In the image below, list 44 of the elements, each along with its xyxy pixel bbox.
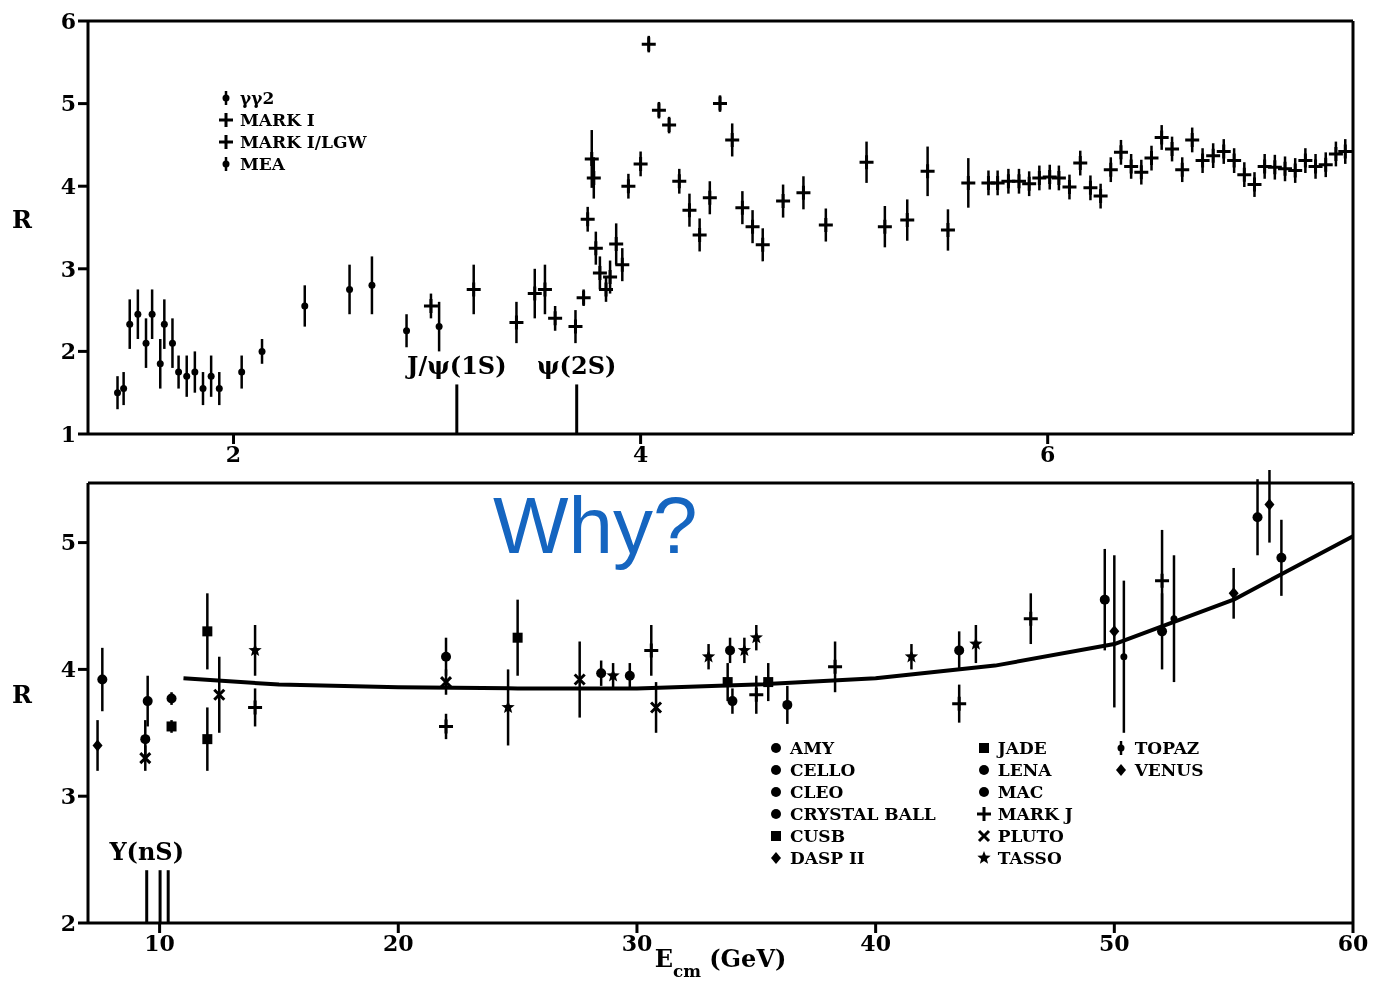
legend-label: γγ2: [240, 88, 275, 108]
legend-label: CRYSTAL BALL: [790, 804, 936, 824]
x-tick-label: 50: [1099, 929, 1130, 956]
ref-line-label: ψ(2S): [537, 351, 617, 381]
legend-label: TASSO: [997, 848, 1062, 868]
y-tick-label: 3: [60, 255, 76, 282]
y-tick-label: 2: [60, 338, 76, 365]
y-tick-label: 4: [60, 656, 76, 683]
legend-label: CUSB: [790, 826, 846, 846]
legend-label: DASP II: [790, 848, 865, 868]
y-tick-label: 5: [60, 90, 76, 117]
ref-line-label: Υ(nS): [108, 837, 185, 867]
x-tick-label: 4: [632, 440, 649, 467]
legend-label: CLEO: [790, 782, 844, 802]
legend-label: MEA: [240, 154, 285, 174]
legend-label: MAC: [997, 782, 1044, 802]
x-tick-label: 2: [225, 440, 242, 467]
y-axis-title: R: [12, 680, 34, 709]
x-tick-label: 40: [860, 929, 891, 956]
legend-label: TOPAZ: [1134, 738, 1200, 758]
legend-label: AMY: [790, 738, 835, 758]
y-tick-label: 1: [60, 420, 76, 447]
x-axis-title: E$_{cm}$ (GeV): [654, 944, 787, 981]
ref-line-label: J/ψ(1S): [405, 351, 507, 381]
y-tick-label: 3: [60, 783, 76, 810]
y-tick-label: 4: [60, 173, 76, 200]
x-tick-label: 20: [382, 929, 414, 956]
x-tick-label: 10: [144, 929, 175, 956]
legend-label: CELLO: [790, 760, 856, 780]
x-tick-label: 30: [621, 929, 653, 956]
y-axis-title: R: [12, 204, 34, 234]
y-tick-label: 6: [60, 7, 76, 34]
annotation: Why?: [493, 480, 698, 572]
legend-label: MARK J: [997, 804, 1073, 824]
legend-label: MARK I: [240, 110, 315, 130]
y-tick-label: 5: [60, 529, 76, 556]
legend-label: PLUTO: [997, 826, 1064, 846]
x-tick-label: 60: [1337, 929, 1369, 956]
x-tick-label: 6: [1040, 440, 1056, 467]
legend-label: VENUS: [1134, 760, 1204, 780]
legend-label: JADE: [997, 738, 1047, 758]
legend-label: MARK I/LGW: [240, 132, 367, 152]
y-tick-label: 2: [60, 909, 76, 936]
legend-label: LENA: [997, 760, 1052, 780]
